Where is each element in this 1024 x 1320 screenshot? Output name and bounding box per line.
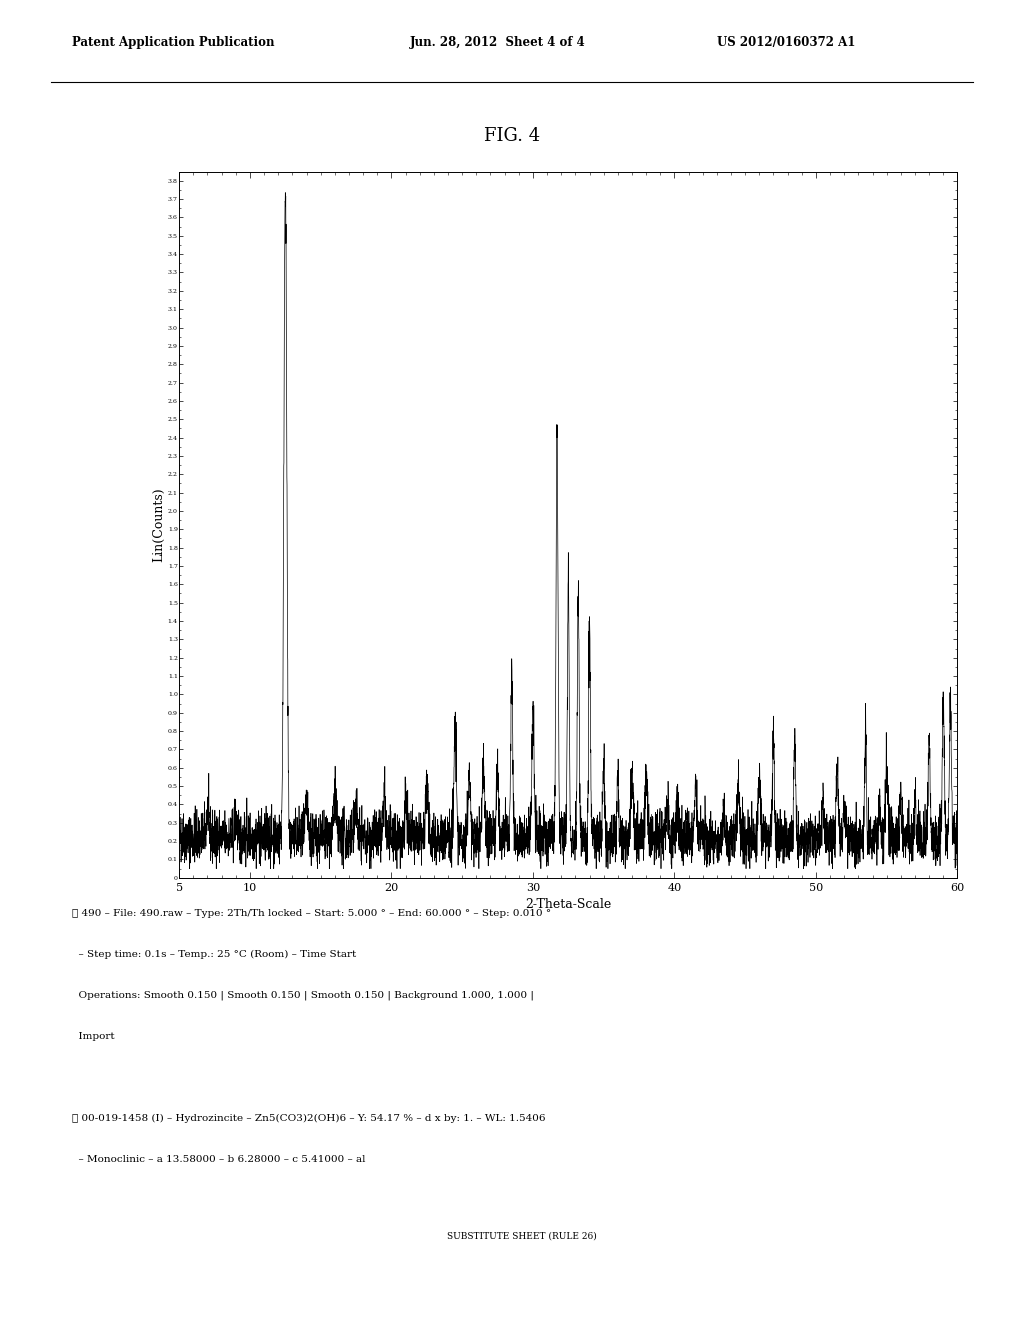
- Text: US 2012/0160372 A1: US 2012/0160372 A1: [717, 36, 855, 49]
- X-axis label: 2-Theta-Scale: 2-Theta-Scale: [525, 898, 611, 911]
- Text: FIG. 4: FIG. 4: [484, 127, 540, 145]
- Text: SUBSTITUTE SHEET (RULE 26): SUBSTITUTE SHEET (RULE 26): [447, 1232, 597, 1241]
- Text: Import: Import: [72, 1032, 115, 1040]
- Text: ☒ 00-019-1458 (I) – Hydrozincite – Zn5(CO3)2(OH)6 – Y: 54.17 % – d x by: 1. – WL: ☒ 00-019-1458 (I) – Hydrozincite – Zn5(C…: [72, 1114, 545, 1123]
- Text: Jun. 28, 2012  Sheet 4 of 4: Jun. 28, 2012 Sheet 4 of 4: [410, 36, 586, 49]
- Text: – Monoclinic – a 13.58000 – b 6.28000 – c 5.41000 – al: – Monoclinic – a 13.58000 – b 6.28000 – …: [72, 1155, 366, 1164]
- Text: Operations: Smooth 0.150 | Smooth 0.150 | Smooth 0.150 | Background 1.000, 1.000: Operations: Smooth 0.150 | Smooth 0.150 …: [72, 991, 534, 1001]
- Text: ☒ 490 – File: 490.raw – Type: 2Th/Th locked – Start: 5.000 ° – End: 60.000 ° – S: ☒ 490 – File: 490.raw – Type: 2Th/Th loc…: [72, 909, 551, 917]
- Y-axis label: Lin(Counts): Lin(Counts): [152, 487, 165, 562]
- Text: Patent Application Publication: Patent Application Publication: [72, 36, 274, 49]
- Text: – Step time: 0.1s – Temp.: 25 °C (Room) – Time Start: – Step time: 0.1s – Temp.: 25 °C (Room) …: [72, 950, 356, 958]
